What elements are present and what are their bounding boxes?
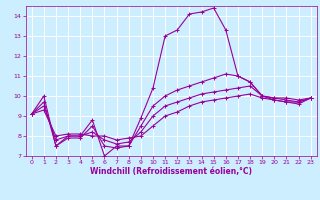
- X-axis label: Windchill (Refroidissement éolien,°C): Windchill (Refroidissement éolien,°C): [90, 167, 252, 176]
